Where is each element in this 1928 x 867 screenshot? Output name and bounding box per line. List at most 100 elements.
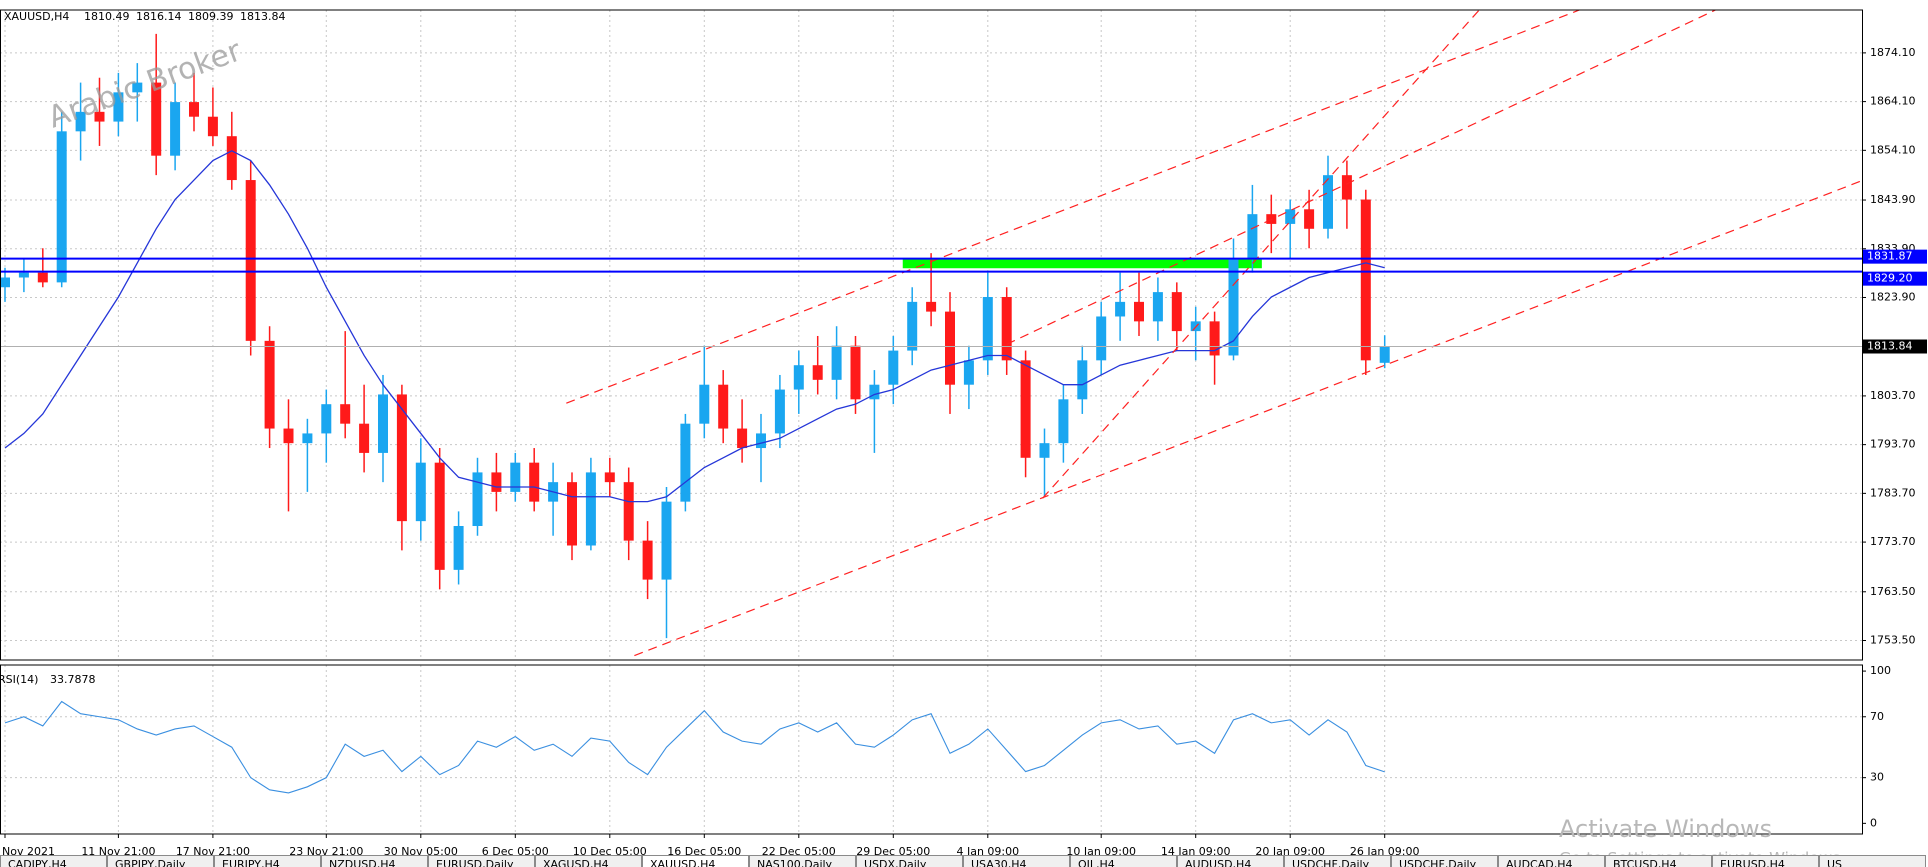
candle-body (1304, 209, 1315, 229)
tab[interactable] (321, 855, 428, 867)
tab[interactable] (749, 855, 856, 867)
candle-body (510, 462, 521, 492)
tab[interactable] (1070, 855, 1177, 867)
candle-body (1379, 346, 1390, 363)
candle-body (699, 384, 710, 424)
candle-body (37, 272, 48, 283)
moving-average (4, 150, 1385, 503)
candle-body (623, 482, 634, 541)
tab-label[interactable]: XAGUSD,H4 (543, 858, 609, 867)
candle-body (567, 482, 577, 546)
candle-body (1039, 443, 1050, 458)
tab-label[interactable]: EURUSD,Daily (436, 858, 514, 867)
tab-label[interactable]: BTCUSD,H4 (1613, 858, 1677, 867)
y-tick-label: 1823.90 (1870, 290, 1916, 303)
tab[interactable] (1498, 855, 1605, 867)
candle-body (264, 340, 275, 429)
tab[interactable] (1391, 855, 1498, 867)
current-price-tag (1863, 339, 1927, 354)
candle-body (75, 111, 86, 132)
candle-body (0, 277, 10, 288)
activation-title: Activate Windows (1559, 815, 1772, 843)
candle-body (453, 526, 464, 570)
tab[interactable] (107, 855, 214, 867)
x-tick-label: 17 Nov 21:00 (176, 845, 250, 858)
x-tick-label: 16 Dec 05:00 (667, 845, 741, 858)
tab-label[interactable]: USA30,H4 (971, 858, 1027, 867)
tab-label[interactable]: OIL,H4 (1078, 858, 1115, 867)
rsi-line (4, 700, 1385, 794)
tab-label[interactable]: USDX,Daily (864, 858, 927, 867)
tab[interactable] (214, 855, 321, 867)
candle-body (1209, 321, 1220, 356)
candle-body (1134, 301, 1144, 322)
tab-label[interactable]: EURUSD,H4 (1720, 858, 1785, 867)
candle-body (1228, 258, 1239, 356)
candle-body (1058, 399, 1069, 444)
candle-body (415, 462, 426, 522)
tab-label[interactable]: US (1827, 858, 1842, 867)
tab-label[interactable]: USDCHF,Daily (1399, 858, 1477, 867)
candle-body (850, 345, 861, 400)
y-tick-label: 100 (1870, 664, 1891, 677)
candle-body (888, 350, 899, 385)
candle-body (396, 394, 407, 522)
tab[interactable] (428, 855, 535, 867)
tab[interactable] (0, 855, 107, 867)
trendline (1042, 10, 1480, 499)
tab-label[interactable]: GBPJPY,Daily (115, 858, 186, 867)
candle-body (737, 428, 748, 449)
x-tick-label: Nov 2021 (2, 845, 55, 858)
candle-body (340, 404, 351, 424)
tab[interactable] (535, 855, 642, 867)
candle-body (151, 82, 162, 156)
candle-body (774, 389, 785, 434)
price-level-tag (1863, 271, 1927, 286)
rsi-label: RSI(14) (0, 673, 38, 686)
tab[interactable] (1819, 855, 1926, 867)
tab[interactable] (1284, 855, 1391, 867)
candle-body (56, 131, 67, 283)
tab-label[interactable]: NZDUSD,H4 (329, 858, 396, 867)
candle-body (170, 102, 181, 156)
x-tick-label: 29 Dec 05:00 (856, 845, 930, 858)
tab-label[interactable]: AUDCAD,H4 (1506, 858, 1573, 867)
tab-label[interactable]: XAUUSD,H4 (650, 858, 715, 867)
candle-body (378, 394, 388, 453)
candle-body (189, 102, 199, 117)
candle-body (1077, 360, 1088, 400)
candle-body (642, 540, 653, 580)
candle-body (963, 360, 974, 385)
tab[interactable] (856, 855, 963, 867)
tab[interactable] (1177, 855, 1284, 867)
tab-label[interactable]: USDCHF,Daily (1292, 858, 1370, 867)
candle-body (1171, 292, 1182, 332)
x-tick-label: 26 Jan 09:00 (1350, 845, 1420, 858)
candle-body (321, 404, 332, 434)
candle-body (907, 301, 918, 351)
tab[interactable] (642, 855, 749, 867)
candle-body (1285, 209, 1296, 224)
tab-label[interactable]: EURJPY,H4 (222, 858, 280, 867)
price-level-tag (1863, 249, 1927, 264)
y-tick-label: 1793.70 (1870, 438, 1916, 451)
candle-body (1020, 360, 1031, 458)
candle-body (18, 272, 29, 278)
candle-body (245, 180, 256, 341)
tab[interactable] (1605, 855, 1712, 867)
tab-label[interactable]: CADJPY,H4 (8, 858, 67, 867)
price-level-label: 1829.20 (1867, 272, 1913, 285)
tab-label[interactable]: NAS100,Daily (757, 858, 833, 867)
ohlc-high: 1816.14 (136, 10, 182, 23)
main-panel-frame (0, 9, 1863, 661)
candle-body (585, 472, 596, 546)
trendline (566, 10, 1580, 404)
candle-body (718, 384, 729, 429)
tab[interactable] (1712, 855, 1819, 867)
candle-body (661, 501, 672, 580)
tab[interactable] (963, 855, 1070, 867)
tab-label[interactable]: AUDUSD,H4 (1185, 858, 1251, 867)
candle-body (756, 433, 766, 449)
x-tick-label: 4 Jan 09:00 (956, 845, 1019, 858)
